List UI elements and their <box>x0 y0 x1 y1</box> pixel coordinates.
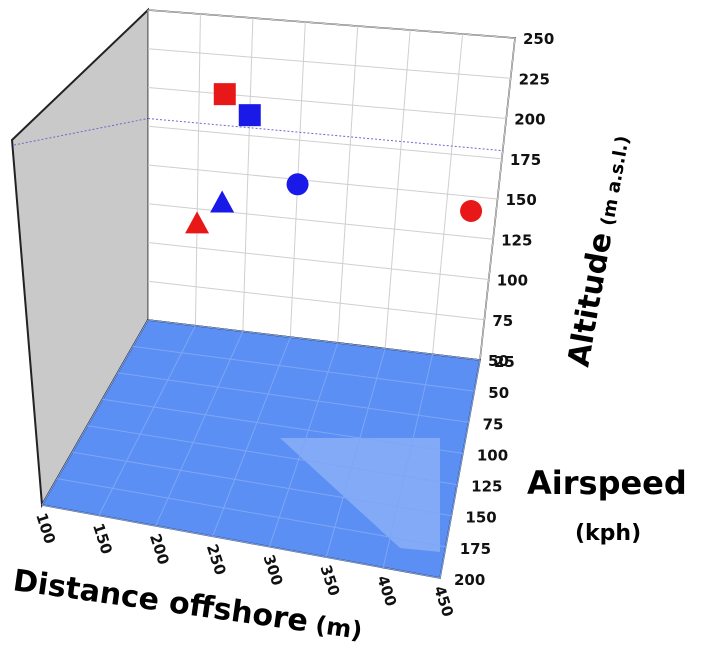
altitude-tick-label: 175 <box>510 151 541 169</box>
altitude-axis-title: Altitude <box>561 230 619 370</box>
altitude-tick-label: 50 <box>488 352 509 370</box>
grid-line-v <box>194 13 201 326</box>
floor-grid <box>41 319 481 579</box>
reference-line-back <box>147 118 503 152</box>
airspeed-tick-label: 150 <box>465 509 496 527</box>
distance-tick-label: 350 <box>316 563 343 598</box>
grid-line-v <box>242 17 254 332</box>
distance-tick-label: 300 <box>260 552 287 587</box>
square-marker <box>238 104 261 127</box>
airspeed-tick-label: 100 <box>477 446 508 464</box>
altitude-tick-label: 150 <box>506 191 537 209</box>
altitude-tick-label: 250 <box>523 30 554 48</box>
airspeed-axis-label: Airspeed <box>527 464 687 502</box>
altitude-tick-label: 75 <box>492 312 513 330</box>
floor-grid-line <box>72 451 452 517</box>
altitude-tick-label: 200 <box>514 111 545 129</box>
grid-line-h <box>147 48 511 79</box>
floor-grid-line <box>212 336 291 537</box>
grid-line-h <box>147 203 494 240</box>
distance-axis-unit: (m) <box>314 611 364 645</box>
floor-grid-line <box>57 478 446 548</box>
airspeed-axis-unit: (kph) <box>575 521 641 546</box>
grid-line-v <box>479 37 516 361</box>
grid-line-h <box>147 280 485 321</box>
grid-line-h <box>147 9 516 39</box>
circle-marker <box>286 173 309 196</box>
airspeed-tick-label: 175 <box>460 540 491 558</box>
altitude-axis-unit: (m a.s.l.) <box>597 134 633 227</box>
triangle-marker <box>210 190 235 213</box>
square-marker <box>213 83 236 106</box>
airspeed-tick-label: 25 <box>494 353 515 371</box>
altitude-tick-label: 225 <box>519 70 550 88</box>
altitude-tick-label: 125 <box>501 231 532 249</box>
floor-grid-line <box>98 325 196 516</box>
distance-tick-label: 150 <box>89 521 116 556</box>
distance-tick-label: 450 <box>430 584 457 619</box>
floor-grid-line <box>155 331 244 527</box>
floor-grid-line <box>268 342 339 547</box>
distance-tick-label: 400 <box>373 573 400 608</box>
floor-highlight <box>280 438 440 552</box>
floor-grid-line <box>325 348 386 558</box>
airspeed-tick-label: 200 <box>454 571 485 589</box>
triangle-marker <box>185 211 210 234</box>
floor-grid-line <box>382 354 434 568</box>
airspeed-tick-label: 125 <box>471 478 502 496</box>
airspeed-tick-label: 50 <box>488 384 509 402</box>
grid-line-h <box>147 242 489 280</box>
grid-line-h <box>147 164 498 200</box>
altitude-axis-label: Altitude(m a.s.l.) <box>561 132 636 369</box>
grid-line-v <box>384 29 411 349</box>
altitude-tick-labels: 50 75 100 125 150 175 200 225 250 <box>488 30 554 370</box>
grid-line-h <box>147 125 502 160</box>
grid-line-v <box>432 33 464 355</box>
grid-line-h <box>147 87 507 119</box>
grid-line-v <box>337 25 359 343</box>
circle-marker <box>460 200 483 223</box>
floor-grid-line <box>102 398 463 454</box>
distance-tick-label: 200 <box>146 532 173 567</box>
reference-line-left <box>13 118 149 146</box>
airspeed-tick-label: 75 <box>483 415 504 433</box>
floor-grid-line <box>41 319 149 506</box>
floor-grid-line <box>132 345 475 392</box>
floor-grid-line <box>117 372 469 423</box>
distance-tick-label: 100 <box>32 511 59 546</box>
floor-grid-line <box>147 319 481 361</box>
floor-grid-line <box>87 425 458 486</box>
distance-tick-label: 250 <box>203 542 230 577</box>
data-points <box>185 83 483 234</box>
floor-grid-line <box>41 504 441 579</box>
floor-grid-line <box>439 359 481 579</box>
distance-axis-label: Distance offshore (m) <box>11 563 365 647</box>
altitude-tick-label: 100 <box>497 272 528 290</box>
